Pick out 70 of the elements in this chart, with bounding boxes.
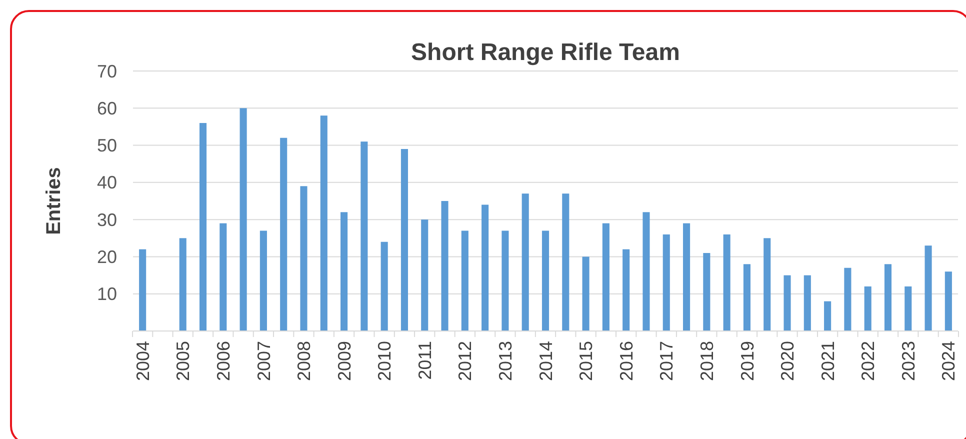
x-tick-label: 2012 <box>455 341 476 382</box>
bar <box>482 204 489 331</box>
bar <box>804 275 811 331</box>
y-tick-label: 60 <box>96 98 117 118</box>
bar <box>360 142 368 331</box>
bar <box>522 194 529 331</box>
bar <box>602 223 610 331</box>
x-tick-label: 2009 <box>334 341 354 382</box>
x-tick-label: 2023 <box>898 341 918 382</box>
x-tick-label: 2021 <box>818 341 838 382</box>
bar <box>844 268 852 331</box>
bar <box>340 212 348 331</box>
bar <box>461 230 468 331</box>
bar <box>622 249 630 331</box>
bar <box>904 286 912 331</box>
bar <box>240 108 247 331</box>
y-tick-label: 50 <box>96 136 117 156</box>
bar <box>300 186 308 331</box>
x-tick-label: 2005 <box>173 341 194 382</box>
bar <box>824 301 832 331</box>
bar <box>441 201 448 331</box>
bar <box>421 220 428 331</box>
bar <box>199 123 207 331</box>
x-tick-label: 2019 <box>737 341 758 382</box>
x-tick-label: 2017 <box>656 341 677 382</box>
y-tick-label: 20 <box>96 247 117 268</box>
bar <box>562 194 570 331</box>
bar <box>864 286 872 331</box>
x-tick-label: 2013 <box>496 341 516 382</box>
x-tick-label: 2024 <box>938 341 959 382</box>
bar <box>642 212 650 331</box>
y-tick-label: 40 <box>96 172 117 193</box>
bar <box>924 246 932 331</box>
bar <box>743 264 750 331</box>
y-tick-label: 30 <box>96 210 117 230</box>
bar <box>320 116 328 331</box>
y-tick-label: 10 <box>96 284 117 304</box>
x-tick-label: 2006 <box>213 341 234 382</box>
bar <box>662 234 670 331</box>
x-tick-label: 2016 <box>616 341 636 382</box>
bar <box>764 238 771 331</box>
bar <box>502 230 509 331</box>
bar <box>703 253 710 331</box>
chart-title: Short Range Rifle Team <box>411 39 680 66</box>
bar <box>723 234 730 331</box>
x-tick-label: 2007 <box>254 341 274 382</box>
bar <box>179 238 186 331</box>
bar <box>139 249 146 331</box>
bar <box>380 242 388 331</box>
bar <box>944 272 952 331</box>
x-tick-label: 2008 <box>294 341 314 382</box>
bar <box>260 230 267 331</box>
x-tick-label: 2010 <box>374 341 395 382</box>
bar <box>220 223 227 331</box>
x-tick-label: 2015 <box>576 341 596 382</box>
bar <box>884 264 892 331</box>
x-tick-label: 2011 <box>414 341 435 380</box>
bar <box>400 149 408 331</box>
x-tick-label: 2004 <box>132 341 153 382</box>
y-axis-title: Entries <box>43 167 65 235</box>
bar <box>784 275 791 331</box>
bar <box>683 223 690 331</box>
x-tick-label: 2018 <box>696 341 717 382</box>
x-tick-label: 2014 <box>536 341 556 382</box>
y-tick-label: 70 <box>96 61 117 82</box>
bar <box>542 230 550 331</box>
bar <box>280 138 288 331</box>
x-tick-label: 2020 <box>778 341 798 382</box>
x-tick-label: 2022 <box>858 341 878 382</box>
bar <box>582 256 590 331</box>
